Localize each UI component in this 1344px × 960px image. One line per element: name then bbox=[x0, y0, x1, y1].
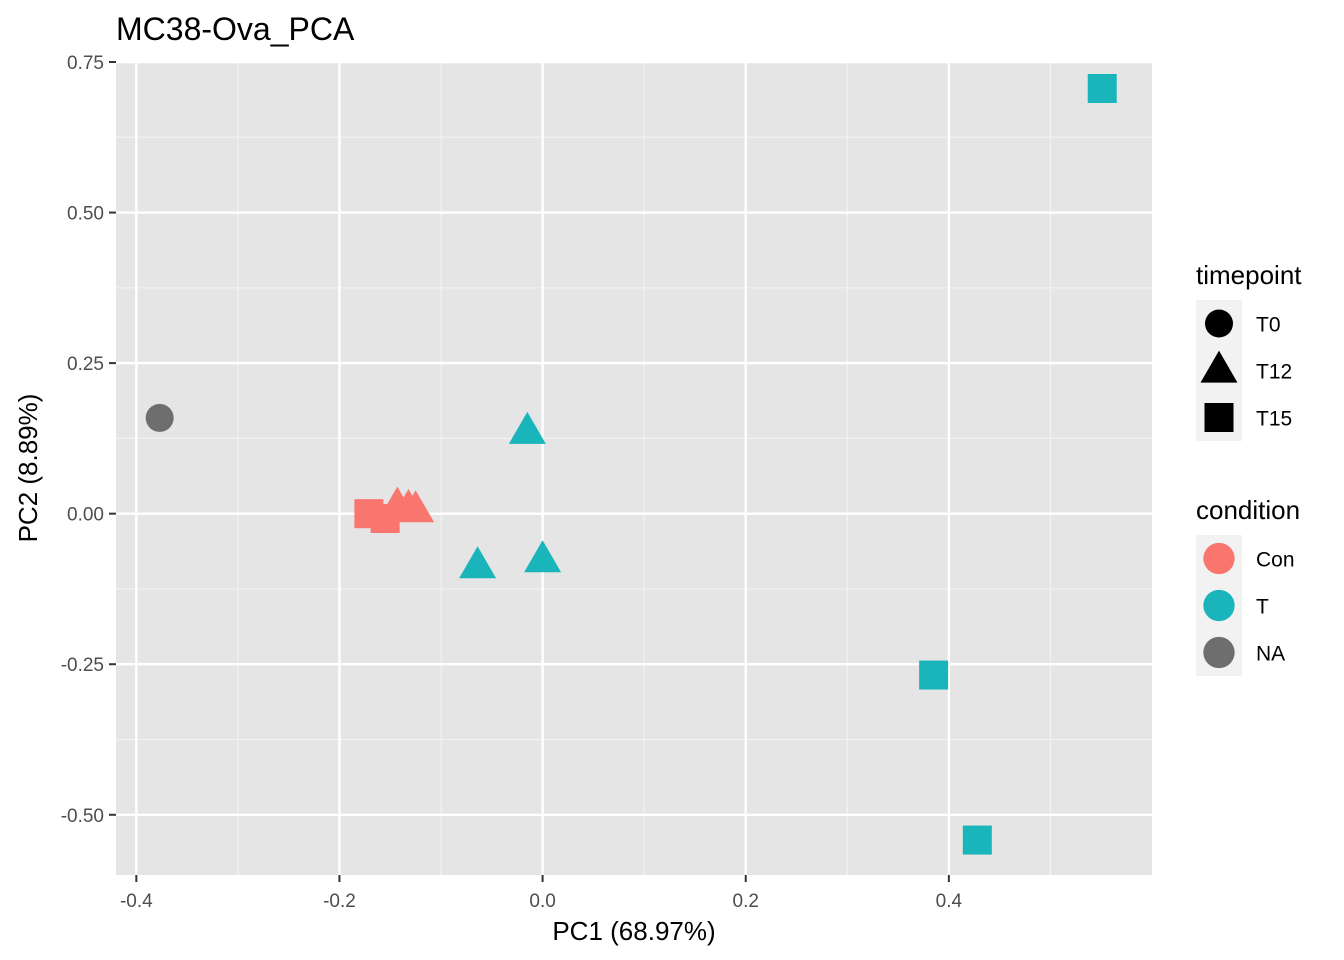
y-tick-label: -0.50 bbox=[61, 806, 104, 827]
data-point bbox=[397, 490, 435, 523]
chart-title: MC38-Ova_PCA bbox=[116, 11, 355, 47]
legend-key-circle bbox=[1205, 309, 1233, 338]
data-point bbox=[1087, 73, 1117, 103]
legends: timepoint T0 T12 T15 condition Con T NA bbox=[1196, 260, 1302, 676]
y-tick-label: -0.25 bbox=[61, 655, 104, 676]
major-gridlines bbox=[116, 60, 1152, 875]
legend-key-color bbox=[1203, 542, 1235, 575]
x-tick-label: 0.4 bbox=[936, 891, 963, 912]
y-axis-title: PC2 (8.89%) bbox=[13, 394, 43, 543]
data-point bbox=[459, 546, 497, 579]
x-tick-label: 0.0 bbox=[529, 891, 555, 912]
legend-key-color bbox=[1203, 589, 1235, 622]
x-axis: -0.4 -0.2 0.0 0.2 0.4 bbox=[120, 875, 963, 912]
data-point bbox=[145, 403, 174, 432]
legend-label: T12 bbox=[1256, 361, 1292, 384]
data-point bbox=[524, 540, 562, 573]
y-tick-label: 0.75 bbox=[67, 53, 104, 74]
y-axis: 0.75 0.50 0.25 0.00 -0.25 -0.50 bbox=[61, 53, 116, 827]
legend-key-color bbox=[1203, 636, 1235, 669]
x-tick-label: -0.4 bbox=[120, 891, 153, 912]
legend-label: Con bbox=[1256, 549, 1295, 572]
legend-label: NA bbox=[1256, 643, 1285, 666]
y-tick-label: 0.25 bbox=[67, 354, 104, 375]
legend-key-triangle bbox=[1200, 350, 1238, 383]
minor-gridlines bbox=[116, 62, 1152, 875]
plot-panel bbox=[116, 62, 1152, 875]
data-points bbox=[145, 73, 1117, 855]
x-axis-title: PC1 (68.97%) bbox=[552, 916, 715, 946]
y-tick-label: 0.50 bbox=[67, 204, 104, 225]
legend-label: T0 bbox=[1256, 314, 1281, 337]
legend-label: T bbox=[1256, 596, 1269, 619]
x-tick-label: -0.2 bbox=[323, 891, 356, 912]
legend-title: condition bbox=[1196, 495, 1300, 525]
data-point bbox=[919, 660, 949, 690]
data-point bbox=[962, 825, 992, 855]
y-tick-label: 0.00 bbox=[67, 505, 104, 526]
data-point bbox=[508, 411, 546, 444]
legend-label: T15 bbox=[1256, 408, 1292, 431]
legend-key-square bbox=[1204, 403, 1234, 432]
x-tick-label: 0.2 bbox=[733, 891, 759, 912]
legend-title: timepoint bbox=[1196, 260, 1302, 290]
